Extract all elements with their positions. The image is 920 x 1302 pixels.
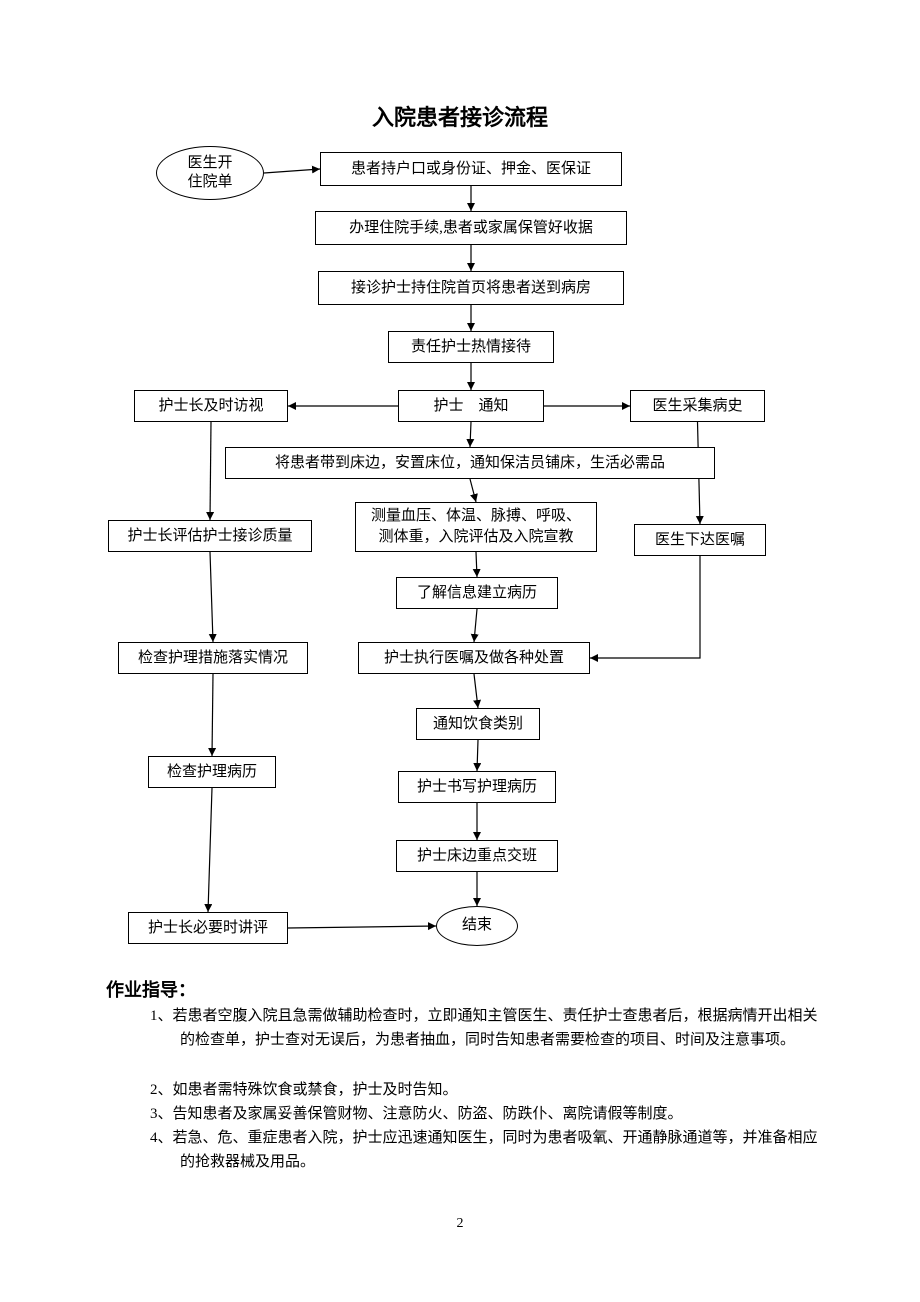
flowchart-node-n0: 医生开住院单 — [156, 146, 264, 200]
flowchart-node-n3: 接诊护士持住院首页将患者送到病房 — [318, 271, 624, 305]
flowchart-node-n4: 责任护士热情接待 — [388, 331, 554, 363]
flowchart-node-n11: 护士书写护理病历 — [398, 771, 556, 803]
flowchart-node-n9L: 检查护理措施落实情况 — [118, 642, 308, 674]
flowchart-node-n9: 护士执行医嘱及做各种处置 — [358, 642, 590, 674]
flowchart-node-n11L: 检查护理病历 — [148, 756, 276, 788]
instruction-4: 4、若急、危、重症患者入院，护士应迅速通知医生，同时为患者吸氧、开通静脉通道等，… — [150, 1126, 820, 1174]
instructions-heading: 作业指导： — [106, 976, 196, 1002]
flowchart-node-n13L: 护士长必要时讲评 — [128, 912, 288, 944]
flowchart-node-n7: 测量血压、体温、脉搏、呼吸、测体重，入院评估及入院宣教 — [355, 502, 597, 552]
flowchart-node-n5: 护士 通知 — [398, 390, 544, 422]
instruction-3: 3、告知患者及家属妥善保管财物、注意防火、防盗、防跌仆、离院请假等制度。 — [150, 1102, 830, 1126]
instruction-2: 2、如患者需特殊饮食或禁食，护士及时告知。 — [150, 1078, 820, 1102]
flowchart-node-n14: 结束 — [436, 906, 518, 946]
flowchart-node-n8: 了解信息建立病历 — [396, 577, 558, 609]
page-number: 2 — [0, 1216, 920, 1232]
flowchart-node-n1: 患者持户口或身份证、押金、医保证 — [320, 152, 622, 186]
flowchart-node-n2: 办理住院手续,患者或家属保管好收据 — [315, 211, 627, 245]
flowchart-node-n5R: 医生采集病史 — [630, 390, 765, 422]
instruction-1: 1、若患者空腹入院且急需做辅助检查时，立即通知主管医生、责任护士查患者后，根据病… — [150, 1004, 820, 1052]
flowchart-node-n5L: 护士长及时访视 — [134, 390, 288, 422]
flowchart-node-n6: 将患者带到床边，安置床位，通知保洁员铺床，生活必需品 — [225, 447, 715, 479]
page-title: 入院患者接诊流程 — [0, 100, 920, 132]
flowchart-node-n10: 通知饮食类别 — [416, 708, 540, 740]
flowchart-node-n7L: 护士长评估护士接诊质量 — [108, 520, 312, 552]
flowchart-node-n12: 护士床边重点交班 — [396, 840, 558, 872]
flowchart-node-n7R: 医生下达医嘱 — [634, 524, 766, 556]
